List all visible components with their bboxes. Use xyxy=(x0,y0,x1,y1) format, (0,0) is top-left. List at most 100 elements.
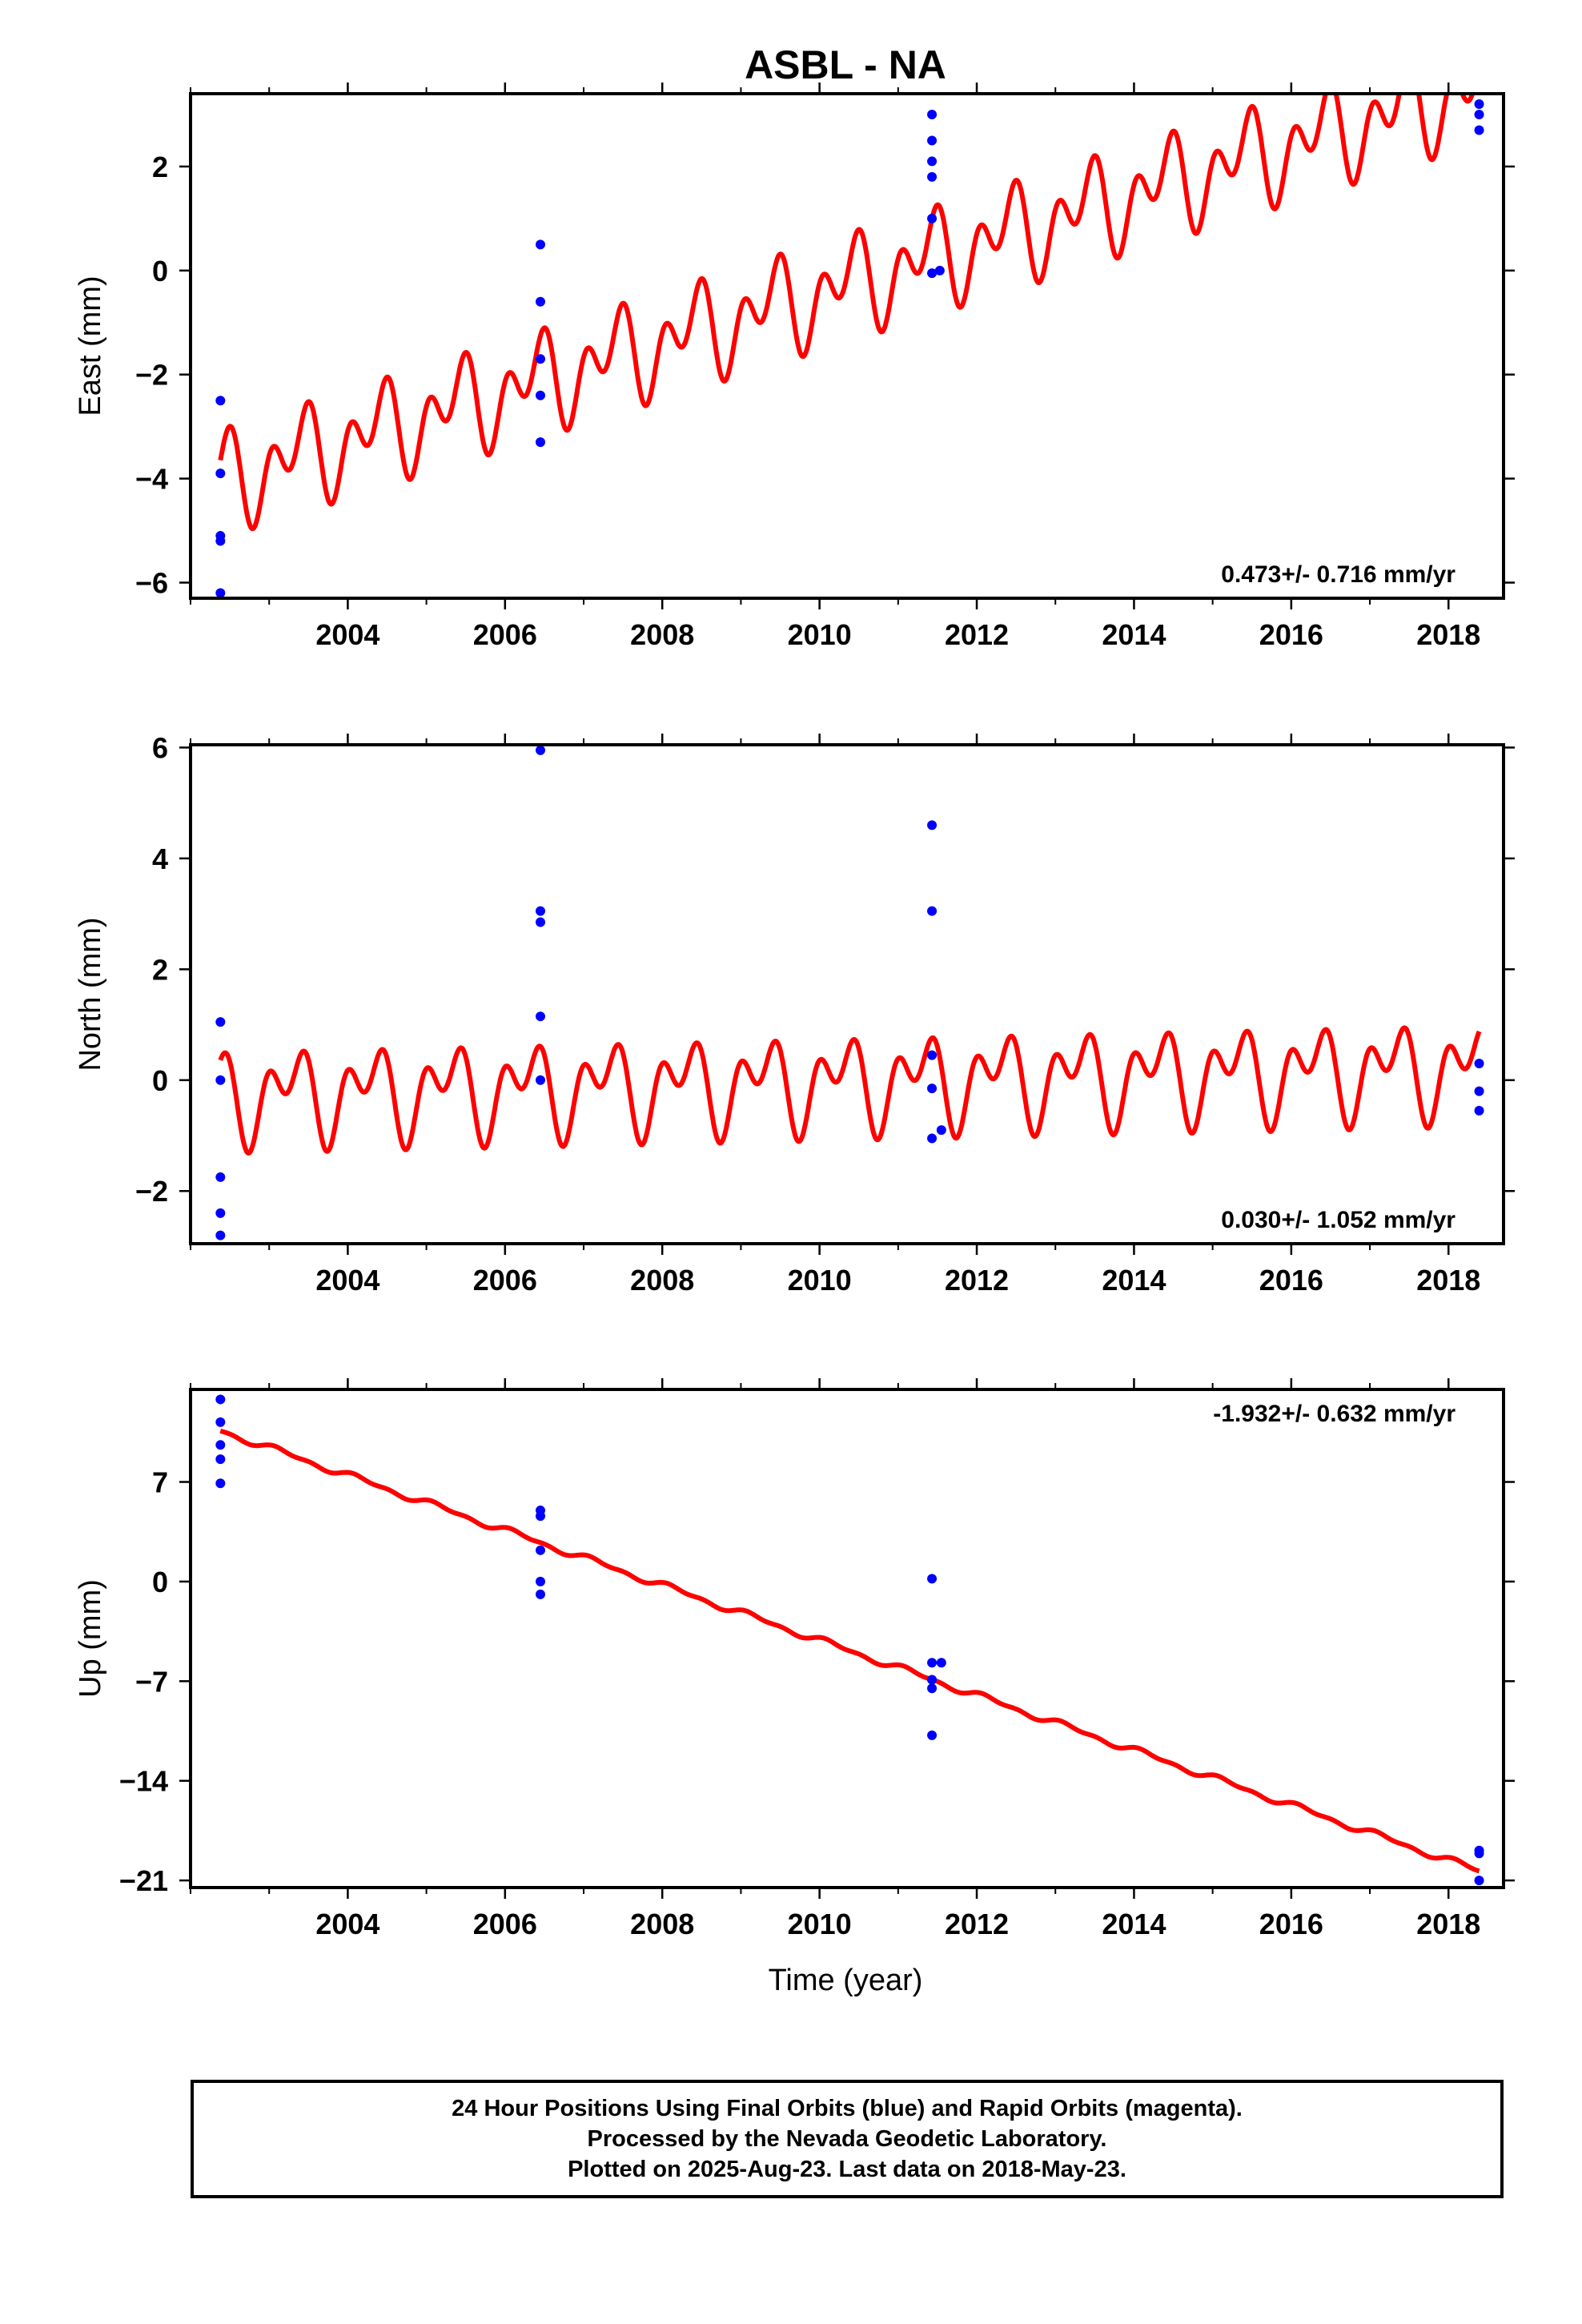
data-point xyxy=(215,396,226,406)
y-axis-label: East (mm) xyxy=(74,275,107,416)
x-tick-label: 2004 xyxy=(315,618,379,651)
y-tick-label: 4 xyxy=(152,842,168,875)
data-point xyxy=(936,1658,946,1668)
data-point xyxy=(536,239,546,250)
data-point xyxy=(1474,109,1484,119)
x-tick-label: 2012 xyxy=(945,1264,1009,1297)
caption-line-3: Plotted on 2025-Aug-23. Last data on 201… xyxy=(568,2157,1126,2182)
data-point xyxy=(536,917,546,927)
y-tick-label: 7 xyxy=(152,1466,168,1499)
caption-box: 24 Hour Positions Using Final Orbits (bl… xyxy=(191,2080,1504,2198)
data-point xyxy=(215,1017,226,1027)
data-point xyxy=(927,156,938,167)
data-point xyxy=(1474,1848,1484,1859)
caption-line-2: Processed by the Nevada Geodetic Laborat… xyxy=(587,2126,1107,2152)
x-tick-label: 2008 xyxy=(630,618,694,651)
data-point xyxy=(215,1454,226,1465)
data-point xyxy=(536,1511,546,1522)
model-fit-line xyxy=(218,94,1476,532)
x-tick-label: 2014 xyxy=(1102,618,1166,651)
velocity-annotation: 0.473+/- 0.716 mm/yr xyxy=(1221,561,1456,588)
data-point xyxy=(536,1589,546,1599)
x-tick-label: 2004 xyxy=(315,1908,379,1940)
y-tick-label: 6 xyxy=(152,731,168,764)
y-tick-label: −6 xyxy=(135,567,168,600)
data-point xyxy=(215,1478,226,1489)
plot-frame xyxy=(189,92,1505,600)
data-point xyxy=(927,1050,938,1060)
data-point xyxy=(927,1675,938,1685)
data-point xyxy=(536,354,546,364)
data-point xyxy=(536,390,546,400)
data-point xyxy=(927,1574,938,1584)
x-tick-label: 2006 xyxy=(473,1908,537,1940)
y-tick-label: −2 xyxy=(135,1175,168,1208)
x-tick-label: 2016 xyxy=(1259,618,1323,651)
x-tick-label: 2016 xyxy=(1259,1264,1323,1297)
y-tick-label: −2 xyxy=(135,359,168,392)
time-series-figure: 2004 2006 2008 2010 2012 2014 2016 2018 −6 −4 −2 0 2… xyxy=(74,42,1515,1997)
y-tick-label: −7 xyxy=(135,1665,168,1698)
data-point xyxy=(215,468,226,479)
data-point xyxy=(1474,1059,1484,1069)
model-fit-line xyxy=(219,1428,1481,1874)
y-axis-label: Up (mm) xyxy=(74,1579,107,1698)
y-tick-label: −4 xyxy=(135,463,168,496)
data-point xyxy=(927,268,938,279)
x-tick-label: 2012 xyxy=(945,1908,1009,1940)
data-point xyxy=(934,265,945,275)
x-tick-label: 2014 xyxy=(1102,1264,1166,1297)
data-point xyxy=(1474,125,1484,135)
y-tick-label: 2 xyxy=(152,953,168,986)
x-tick-label: 2008 xyxy=(630,1908,694,1940)
x-tick-label: 2018 xyxy=(1416,1908,1480,1940)
x-tick-label: 2016 xyxy=(1259,1908,1323,1940)
model-fit-line xyxy=(218,1025,1482,1156)
data-point xyxy=(536,1075,546,1085)
data-point xyxy=(215,1172,226,1182)
panel-1: 2004 2006 2008 2010 2012 2014 2016 2018 −6 −4 −2 0 2… xyxy=(74,42,1515,651)
x-tick-label: 2018 xyxy=(1416,1264,1480,1297)
data-point xyxy=(927,171,938,182)
x-tick-label: 2012 xyxy=(945,618,1009,651)
velocity-annotation: 0.030+/- 1.052 mm/yr xyxy=(1221,1207,1456,1233)
y-tick-label: −21 xyxy=(119,1864,168,1897)
y-tick-label: 0 xyxy=(152,1566,168,1598)
panel-2: 2004 2006 2008 2010 2012 2014 2016 2018 −2 0 2 4 6 No… xyxy=(74,731,1515,1297)
data-point xyxy=(1474,99,1484,109)
data-point xyxy=(927,1084,938,1094)
x-tick-label: 2018 xyxy=(1416,618,1480,651)
data-point xyxy=(536,437,546,448)
data-point xyxy=(536,906,546,916)
data-point xyxy=(215,1417,226,1427)
y-tick-label: −14 xyxy=(119,1765,168,1798)
x-tick-label: 2010 xyxy=(788,618,852,651)
x-tick-label: 2014 xyxy=(1102,1908,1166,1940)
data-point xyxy=(536,1576,546,1586)
x-tick-label: 2008 xyxy=(630,1264,694,1297)
data-point xyxy=(215,1075,226,1085)
data-point xyxy=(927,906,938,916)
data-point xyxy=(215,1230,226,1240)
data-point xyxy=(215,1440,226,1450)
x-tick-label: 2004 xyxy=(315,1264,379,1297)
plot-frame xyxy=(189,743,1505,1245)
data-point xyxy=(927,109,938,119)
caption-line-1: 24 Hour Positions Using Final Orbits (bl… xyxy=(452,2096,1243,2121)
x-tick-label: 2010 xyxy=(788,1264,852,1297)
y-tick-label: 2 xyxy=(152,151,168,183)
data-point xyxy=(1474,1105,1484,1116)
data-point xyxy=(215,1208,226,1218)
data-point xyxy=(536,745,546,755)
y-axis-label: North (mm) xyxy=(74,917,107,1071)
data-point xyxy=(215,536,226,546)
data-point xyxy=(536,1545,546,1555)
data-point xyxy=(927,1133,938,1144)
x-axis-label: Time (year) xyxy=(769,1964,923,1997)
data-point xyxy=(536,296,546,307)
chart-title: ASBL - NA xyxy=(745,42,946,87)
x-tick-label: 2006 xyxy=(473,1264,537,1297)
data-point xyxy=(927,1658,938,1668)
data-point xyxy=(1474,1086,1484,1096)
data-point xyxy=(927,1683,938,1694)
